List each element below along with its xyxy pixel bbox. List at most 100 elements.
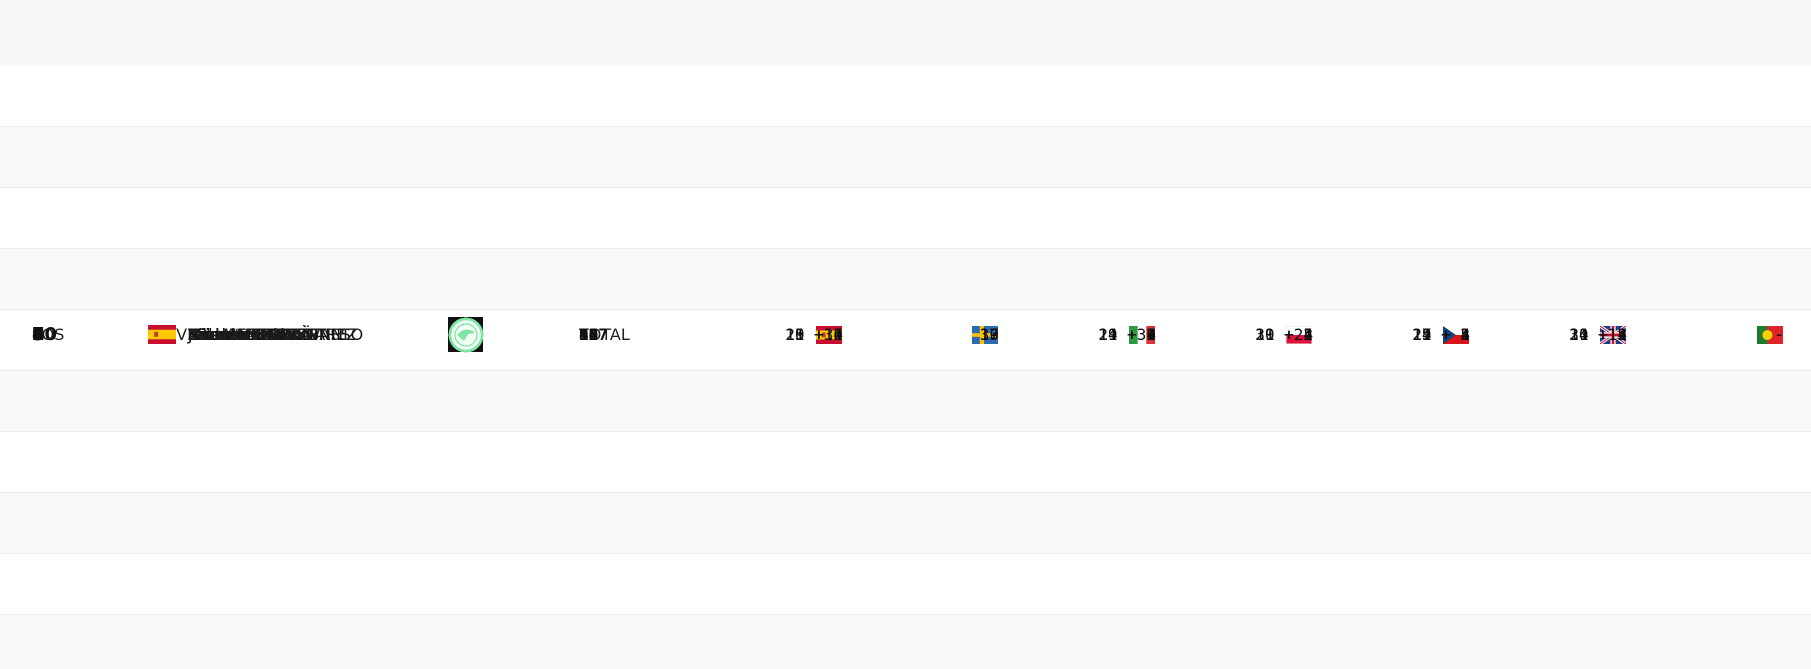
event-result: 30 (1136, 325, 1156, 344)
event-result: - (1303, 325, 1313, 344)
event-result: 3 (1146, 325, 1156, 344)
icon-part (1600, 325, 1626, 344)
event-result: - (1146, 325, 1156, 344)
event-result: - (1774, 325, 1784, 344)
event-result: - (1146, 325, 1156, 344)
event-result: 24 + 5 (1569, 325, 1627, 344)
position: 4 (32, 324, 45, 345)
event-flag (1286, 0, 1312, 669)
event-result: - (1146, 325, 1156, 344)
event-result: - (1460, 325, 1470, 344)
event-result: 17 (979, 325, 999, 344)
position: 2 (32, 324, 45, 345)
icon-part (448, 317, 484, 352)
total-points: 30 (579, 325, 599, 344)
icon-part (1443, 325, 1469, 335)
event-result: - (1774, 325, 1784, 344)
icon-part (457, 328, 475, 341)
icon-part (148, 329, 176, 340)
event-result: 7 (1146, 325, 1156, 344)
icon-part (1757, 325, 1783, 344)
event-result: - (1617, 325, 1627, 344)
event-result: 1 (833, 325, 843, 344)
event-result: - (1617, 325, 1627, 344)
event-flag (1757, 0, 1783, 669)
icon-part (148, 325, 176, 344)
driver-flag (148, 0, 176, 669)
event-result: - (1303, 325, 1313, 344)
event-result: - (989, 325, 999, 344)
event-result: - (989, 325, 999, 344)
event-result: - (1460, 325, 1470, 344)
icon-part (972, 325, 998, 344)
total-points: 34 (579, 325, 599, 344)
icon-part (154, 331, 159, 337)
event-result: 11 (823, 325, 843, 344)
event-result: 21 + 1 (785, 325, 843, 344)
event-result: - (1146, 325, 1156, 344)
event-result: 19 + 4 (785, 325, 843, 344)
event-result: - (1617, 325, 1627, 344)
standings-row: 10 Jose Antonio SUAREZ 30 30- - - - - - (0, 317, 1811, 669)
icon-part (972, 332, 998, 337)
event-result: 1 + 1 (1264, 325, 1313, 344)
car-logo (448, 0, 484, 669)
position: 3 (32, 324, 45, 345)
driver-name: Giandomenico BASSO (188, 325, 364, 344)
position: 6 (32, 324, 45, 345)
event-result: - (989, 325, 999, 344)
event-result: - (1303, 325, 1313, 344)
event-result: 21 + 4 (1255, 325, 1313, 344)
icon-part (816, 325, 842, 344)
total-points: 30 (579, 325, 599, 344)
event-result: 30 + 2 (1255, 325, 1313, 344)
event-result: - (1617, 325, 1627, 344)
event-result: - (1774, 325, 1784, 344)
icon-part (1443, 325, 1456, 344)
position: 7 (32, 324, 45, 345)
event-result: 0 + 2 (794, 325, 843, 344)
event-result: 19 + 3 (1412, 325, 1470, 344)
driver-name: Teemu SUNINEN (188, 325, 319, 344)
event-result: - (1303, 325, 1313, 344)
event-result: 15 + 2 (1412, 325, 1470, 344)
total-points: 52 (579, 325, 599, 344)
standings-row: 8 Roberto DAPRÀ 30- -30- - - - (0, 317, 1811, 554)
standings-row: 9 Mikko HEIKKILÄ 30-30- - - - - (0, 317, 1811, 615)
icon-part (1443, 325, 1469, 344)
event-result: - (1774, 325, 1784, 344)
icon-part (1757, 325, 1768, 344)
event-result: 30 (823, 325, 843, 344)
event-flag (972, 0, 998, 669)
total-points: 45 (579, 325, 599, 344)
driver-name: Jose Antonio SUAREZ (188, 325, 358, 344)
event-result: 24 + 4 (1412, 325, 1470, 344)
event-result: 13 (979, 325, 999, 344)
icon-part (1129, 325, 1139, 344)
event-result: - (1774, 325, 1784, 344)
event-result: - (1774, 325, 1784, 344)
total-points: 137 (579, 325, 608, 344)
event-result: - (1460, 325, 1470, 344)
driver-name: Andrea MABELLINI (188, 325, 336, 344)
event-result: - (1774, 325, 1784, 344)
total-points: 98 (579, 325, 599, 344)
event-result: 15 (1607, 325, 1627, 344)
event-result: 21 + 5 (1412, 325, 1470, 344)
total-points: 92 (579, 325, 599, 344)
driver-name: Mikko HEIKKILÄ (188, 325, 312, 344)
icon-part (1129, 325, 1155, 344)
event-result: - (1774, 325, 1784, 344)
event-result: 15 + 5 (785, 325, 843, 344)
driver-name: Miko MARCZYK (188, 325, 308, 344)
event-result: - (833, 325, 843, 344)
event-flag (1600, 0, 1626, 669)
standings-row: 4 Jakub MATULKA 53 11- -24 17 + 1-- (0, 249, 1811, 352)
event-result: 11 + 1 (1569, 325, 1627, 344)
icon-part (1286, 325, 1312, 335)
driver-name: Jakub MATULKA (188, 325, 312, 344)
icon-part (821, 331, 826, 337)
icon-part (816, 330, 842, 339)
standings-row: 5 Simone TEMPESTINI 52 1 17 3 1 + 1 15 + 2 11 + … (0, 310, 1811, 371)
event-result: 24 + 1 (1098, 325, 1156, 344)
